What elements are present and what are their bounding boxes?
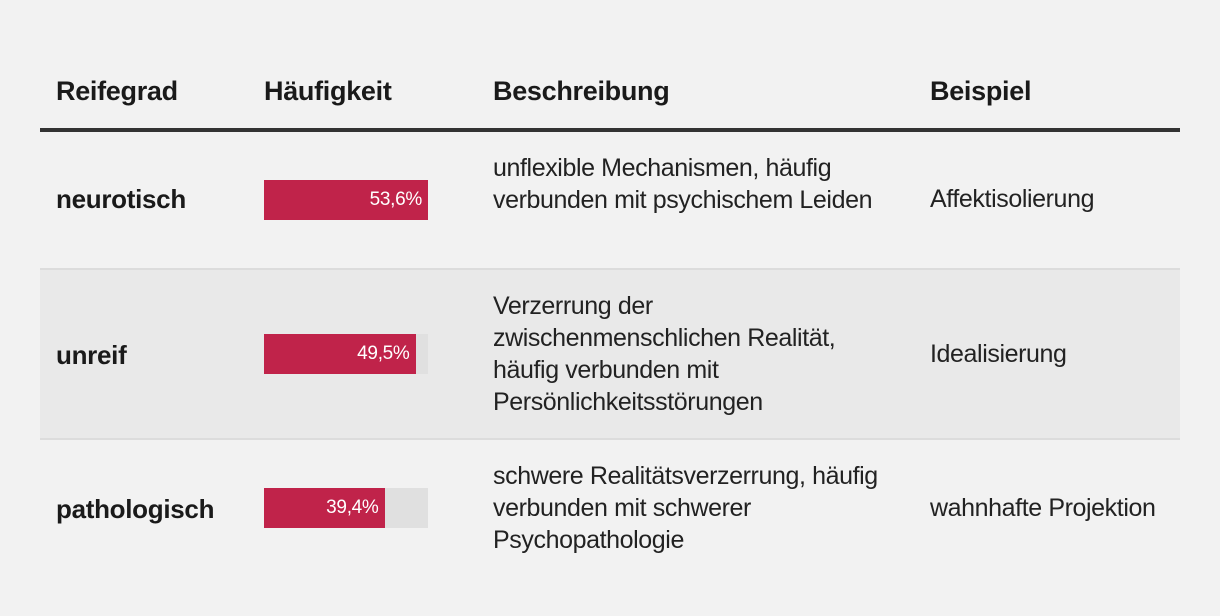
table-row: pathologisch 39,4% schwere Realitätsverz…	[40, 440, 1180, 590]
example-text: Idealisierung	[930, 340, 1067, 368]
frequency-value-label: 53,6%	[369, 189, 423, 210]
grade-label: unreif	[56, 340, 127, 370]
example-text: wahnhafte Projektion	[930, 494, 1156, 522]
header-frequency: Häufigkeit	[264, 76, 392, 106]
frequency-bar: 49,5%	[264, 334, 416, 374]
grade-label: neurotisch	[56, 184, 186, 214]
frequency-bar-track: 53,6%	[264, 180, 428, 220]
frequency-bar: 53,6%	[264, 180, 428, 220]
frequency-bar-track: 39,4%	[264, 488, 428, 528]
description-text: schwere Realitätsverzerrung, häufig verb…	[493, 462, 878, 554]
example-text: Affektisolierung	[930, 185, 1095, 213]
frequency-bar: 39,4%	[264, 488, 385, 528]
description-text: Verzerrung der zwischenmenschlichen Real…	[493, 292, 836, 416]
header-grade: Reifegrad	[56, 76, 178, 106]
header-description: Beschreibung	[493, 76, 670, 106]
table-row: unreif 49,5% Verzerrung der zwischenmens…	[40, 270, 1180, 440]
frequency-bar-track: 49,5%	[264, 334, 428, 374]
frequency-value-label: 39,4%	[326, 497, 379, 518]
table-row: neurotisch 53,6% unflexible Mechanismen,…	[40, 132, 1180, 270]
table-header: Reifegrad Häufigkeit Beschreibung Beispi…	[40, 0, 1180, 132]
grade-label: pathologisch	[56, 494, 215, 524]
header-example: Beispiel	[930, 76, 1032, 106]
frequency-value-label: 49,5%	[357, 343, 410, 364]
description-text: unflexible Mechanismen, häufig verbunden…	[493, 154, 873, 214]
